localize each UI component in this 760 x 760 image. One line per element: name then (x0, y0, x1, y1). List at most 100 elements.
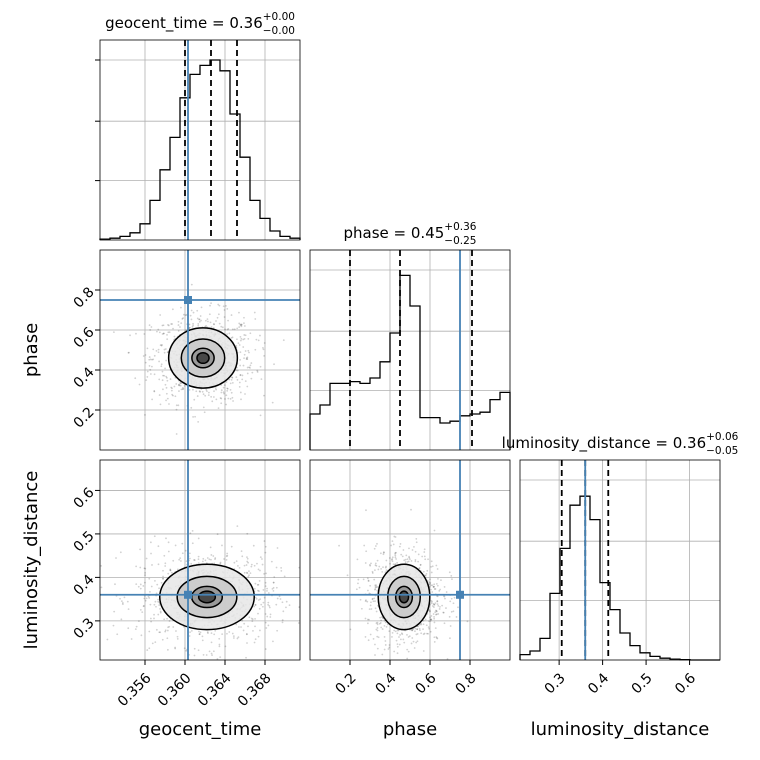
scatter-point (383, 648, 386, 651)
scatter-point (444, 597, 446, 600)
scatter-point (162, 577, 164, 580)
scatter-point (253, 641, 256, 644)
scatter-point (262, 348, 265, 351)
scatter-point (235, 344, 238, 347)
scatter-point (226, 389, 229, 392)
scatter-point (193, 647, 196, 650)
scatter-point (245, 633, 248, 635)
scatter-point (266, 615, 269, 618)
scatter-point (429, 578, 431, 581)
scatter-point (162, 332, 165, 335)
scatter-point (238, 385, 241, 388)
scatter-point (219, 397, 222, 399)
scatter-point (162, 388, 164, 391)
scatter-point (251, 618, 254, 621)
scatter-point (115, 557, 117, 559)
scatter-point (449, 637, 451, 640)
scatter-point (436, 637, 439, 640)
scatter-point (411, 637, 414, 639)
scatter-point (246, 532, 249, 535)
scatter-point (207, 320, 209, 323)
scatter-point (175, 408, 178, 411)
scatter-point (205, 325, 207, 327)
scatter-point (199, 631, 202, 634)
scatter-point (175, 433, 178, 435)
scatter-point (215, 388, 218, 391)
scatter-point (228, 631, 231, 633)
scatter-point (198, 318, 200, 321)
scatter-point (198, 630, 200, 633)
scatter-point (144, 571, 147, 574)
scatter-point (197, 562, 200, 564)
scatter-point (230, 378, 233, 381)
scatter-point (177, 324, 180, 326)
scatter-point (259, 414, 262, 417)
scatter-point (238, 566, 241, 569)
scatter-point (429, 620, 432, 622)
scatter-point (390, 559, 393, 561)
scatter-point (209, 304, 211, 307)
scatter-point (226, 307, 229, 310)
scatter-point (394, 536, 397, 538)
scatter-point (419, 563, 422, 566)
scatter-point (374, 564, 377, 567)
scatter-point (235, 369, 238, 372)
scatter-point (239, 374, 242, 377)
scatter-point (169, 569, 172, 572)
scatter-point (166, 333, 168, 336)
scatter-point (396, 643, 399, 646)
scatter-point (256, 562, 258, 565)
scatter-point (164, 383, 167, 386)
scatter-point (272, 589, 275, 592)
scatter-point (239, 358, 242, 361)
scatter-point (365, 599, 367, 601)
scatter-point (430, 584, 433, 587)
scatter-point (226, 328, 229, 331)
scatter-point (227, 397, 230, 400)
scatter-point (155, 350, 158, 352)
scatter-point (155, 605, 157, 608)
scatter-point (148, 647, 151, 650)
scatter-point (149, 358, 152, 361)
scatter-point (204, 319, 207, 322)
scatter-point (254, 604, 257, 606)
scatter-point (263, 342, 266, 344)
scatter-point (388, 557, 391, 559)
scatter-point (376, 589, 379, 592)
scatter-point (246, 572, 249, 575)
scatter-point (374, 588, 376, 591)
scatter-point (191, 529, 194, 532)
scatter-point (188, 326, 191, 329)
scatter-point (127, 627, 130, 630)
scatter-point (148, 597, 151, 599)
scatter-point (158, 360, 160, 363)
scatter-point (256, 369, 259, 372)
scatter-point (367, 589, 369, 592)
scatter-point (259, 365, 262, 368)
scatter-point (123, 596, 126, 599)
scatter-point (281, 621, 284, 624)
scatter-point (209, 321, 212, 324)
scatter-point (151, 365, 153, 368)
scatter-point (148, 630, 151, 633)
scatter-point (233, 561, 236, 564)
scatter-point (380, 567, 383, 570)
scatter-point (167, 331, 170, 334)
scatter-point (121, 603, 124, 606)
scatter-point (159, 611, 162, 614)
scatter-point (144, 414, 146, 416)
scatter-point (430, 571, 433, 574)
scatter-point (258, 580, 261, 582)
scatter-point (150, 620, 153, 623)
scatter-point (383, 669, 385, 671)
scatter-point (430, 618, 433, 621)
scatter-point (254, 603, 257, 606)
scatter-point (418, 567, 421, 570)
scatter-point (238, 381, 241, 384)
scatter-point (231, 328, 234, 331)
scatter-point (247, 575, 250, 578)
scatter-point (158, 394, 161, 396)
scatter-point (157, 351, 160, 354)
scatter-point (237, 342, 240, 345)
scatter-point (271, 401, 274, 404)
